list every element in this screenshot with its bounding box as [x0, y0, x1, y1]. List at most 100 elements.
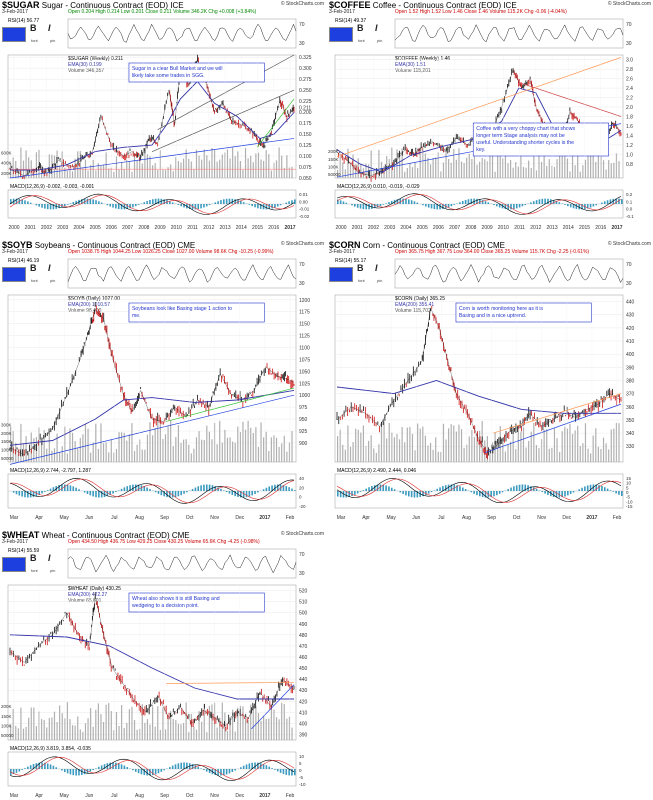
volume-bar: [224, 429, 226, 462]
contract-name: Wheat - Continuous Contract (EOD) CME: [41, 531, 190, 540]
x-tick-label: Oct: [513, 515, 521, 521]
volume-bar: [579, 445, 581, 462]
volume-bar: [84, 723, 87, 740]
ema-label: EMA(30) 0.199: [68, 62, 102, 68]
volume-bar: [466, 444, 468, 462]
macd-histogram-bar: [180, 491, 182, 496]
macd-histogram-bar: [225, 198, 228, 204]
macd-histogram-bar: [38, 204, 40, 207]
macd-histogram-bar: [24, 200, 26, 204]
annotation-text: Corn is worth monitoring here as it is: [459, 306, 544, 312]
macd-histogram-bar: [245, 764, 248, 769]
macd-histogram-bar: [205, 484, 208, 491]
symbol: $COFFEE: [329, 0, 371, 10]
color-swatch[interactable]: [2, 267, 26, 282]
y-tick-label: 0.175: [299, 121, 312, 127]
volume-bar: [257, 713, 260, 740]
font-button[interactable]: font: [358, 38, 365, 43]
volume-bar: [219, 159, 221, 178]
volume-bar: [242, 706, 244, 740]
volume-bar: [198, 710, 200, 740]
volume-bar: [136, 444, 138, 462]
macd-histogram-bar: [606, 200, 609, 204]
color-swatch[interactable]: [329, 267, 353, 282]
font-button[interactable]: font: [358, 278, 365, 283]
macd-histogram-bar: [115, 762, 117, 769]
macd-histogram-bar: [271, 204, 273, 209]
pin-button[interactable]: pin: [50, 38, 56, 43]
bold-button[interactable]: B: [30, 23, 37, 33]
volume-bar: [398, 151, 401, 178]
macd-histogram-bar: [44, 204, 46, 209]
macd-histogram-bar: [83, 198, 86, 204]
annotation-toolbar: B I font pin: [329, 21, 389, 49]
volume-bar: [221, 702, 223, 740]
macd-histogram-bar: [194, 204, 197, 210]
volume-bar: [25, 150, 27, 178]
pin-button[interactable]: pin: [377, 278, 383, 283]
volume-bar: [574, 165, 576, 178]
volume-bar: [221, 442, 223, 462]
bold-button[interactable]: B: [30, 263, 37, 273]
font-button[interactable]: font: [31, 568, 38, 573]
volume-bar: [79, 151, 81, 178]
volume-bar: [234, 156, 236, 178]
annotation-text: Soybeans look like Basing stage 1 action…: [132, 306, 232, 312]
macd-histogram-bar: [356, 491, 359, 494]
macd-histogram-bar: [21, 769, 23, 770]
volume-bar: [244, 718, 247, 740]
volume-bar: [162, 169, 164, 178]
pin-button[interactable]: pin: [50, 278, 56, 283]
italic-button[interactable]: I: [375, 263, 378, 273]
volume-bar: [608, 160, 610, 178]
chart-panel-wheat: $WHEAT Wheat - Continuous Contract (EOD)…: [0, 530, 326, 800]
macd-histogram-bar: [157, 769, 160, 774]
volume-bar: [123, 169, 125, 178]
volume-bar: [188, 158, 190, 178]
volume-bar: [232, 709, 234, 740]
font-button[interactable]: font: [31, 38, 38, 43]
volume-bar: [263, 715, 265, 740]
macd-histogram-bar: [254, 204, 256, 208]
volume-bar: [380, 423, 383, 462]
x-tick-label: 2016: [595, 225, 606, 231]
macd-histogram-bar: [276, 769, 279, 772]
rsi-label: RSI(14) 49.37: [335, 18, 366, 24]
y-tick-label: 1200: [299, 298, 310, 304]
font-button[interactable]: font: [31, 278, 38, 283]
italic-button[interactable]: I: [375, 23, 378, 33]
volume-bar: [442, 162, 445, 178]
volume-bar: [61, 446, 63, 462]
italic-button[interactable]: I: [48, 23, 51, 33]
trend-line: [9, 394, 295, 465]
x-tick-label: Aug: [135, 515, 144, 521]
macd-histogram-bar: [149, 769, 151, 776]
macd-tick-label: -10: [626, 499, 633, 504]
bold-button[interactable]: B: [357, 23, 364, 33]
volume-bar: [365, 163, 367, 178]
macd-histogram-bar: [163, 769, 165, 771]
macd-histogram-bar: [117, 204, 120, 210]
italic-button[interactable]: I: [48, 263, 51, 273]
color-swatch[interactable]: [2, 27, 26, 42]
bold-button[interactable]: B: [357, 263, 364, 273]
pin-button[interactable]: pin: [377, 38, 383, 43]
volume-bar: [141, 163, 143, 178]
macd-histogram-bar: [271, 485, 273, 491]
macd-tick-label: -10: [299, 782, 306, 787]
italic-button[interactable]: I: [48, 553, 51, 563]
bold-button[interactable]: B: [30, 553, 37, 563]
x-tick-label: 2010: [171, 225, 182, 231]
volume-bar: [208, 705, 210, 740]
macd-histogram-bar: [569, 491, 572, 495]
volume-bar: [422, 426, 424, 462]
pin-button[interactable]: pin: [50, 568, 56, 573]
annotation-text: likely take some trades in SGG.: [132, 73, 205, 79]
volume-bar: [221, 154, 223, 178]
macd-histogram-bar: [274, 769, 276, 770]
color-swatch[interactable]: [2, 557, 26, 572]
color-swatch[interactable]: [329, 27, 353, 42]
macd-histogram-bar: [498, 204, 501, 208]
annotation-box: [128, 302, 265, 323]
x-tick-label: Mar: [10, 793, 19, 799]
